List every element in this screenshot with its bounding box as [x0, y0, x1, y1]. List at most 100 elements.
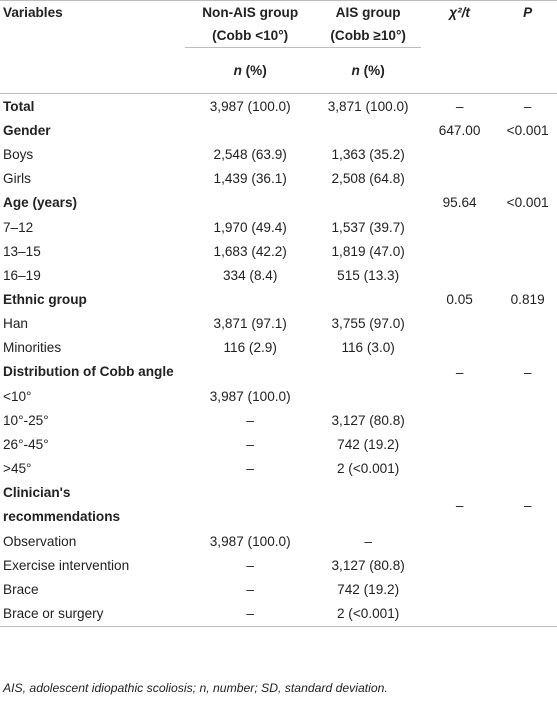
- row-label: Ethnic group: [3, 292, 87, 308]
- non-ais-value: 3,987 (100.0): [209, 98, 291, 114]
- statistic-value: [421, 215, 498, 239]
- non-ais-value: [185, 118, 315, 142]
- table-row: 13–15 1,683 (42.2) 1,819 (47.0): [0, 239, 557, 263]
- table-body: Total 3,987 (100.0) 3,871 (100.0) – – Gender 6…: [0, 94, 557, 627]
- ais-value: 116 (3.0): [341, 340, 395, 356]
- statistic-value: [421, 577, 498, 601]
- statistic-value: –: [455, 364, 464, 380]
- statistic-value: [421, 553, 498, 577]
- non-ais-value: 1,439 (36.1): [213, 171, 287, 187]
- statistic-value: [421, 336, 498, 360]
- ais-value: [315, 118, 421, 142]
- header-row-3: n (%) n (%): [0, 47, 557, 94]
- non-ais-value: –: [246, 461, 254, 477]
- row-label: Brace or surgery: [0, 601, 185, 627]
- table-row: 26°-45° – 742 (19.2): [0, 433, 557, 457]
- row-label: 7–12: [3, 219, 34, 235]
- p-value: –: [523, 497, 532, 513]
- p-value: –: [523, 364, 532, 380]
- statistic-value: [420, 601, 499, 627]
- row-label: Gender: [3, 122, 51, 138]
- ais-value: 1,819 (47.0): [331, 243, 405, 259]
- p-value: [498, 384, 557, 408]
- statistic-value: [421, 384, 498, 408]
- ais-value: [315, 384, 421, 408]
- ais-value: 2 (<0.001): [336, 461, 400, 477]
- p-value: [498, 408, 557, 432]
- row-label: 26°-45°: [3, 437, 49, 453]
- p-value: [498, 263, 557, 287]
- non-ais-value: 3,871 (97.1): [213, 316, 287, 332]
- statistic-value: –: [455, 98, 464, 114]
- ais-value: [315, 481, 421, 529]
- row-label: Distribution of Cobb angle: [3, 364, 174, 380]
- ais-header: AIS group: [315, 0, 421, 23]
- p-value: [498, 457, 557, 481]
- p-value: 0.819: [510, 292, 545, 308]
- statistic-value: 95.64: [442, 195, 477, 211]
- row-label: Girls: [3, 171, 31, 187]
- data-table: Variables Non-AIS group AIS group χ²/t P…: [0, 0, 557, 627]
- table-row: Gender 647.00 <0.001: [0, 118, 557, 142]
- non-ais-value: 3,987 (100.0): [209, 533, 291, 549]
- row-label: 10°-25°: [3, 413, 49, 429]
- ais-value: 742 (19.2): [337, 581, 400, 597]
- row-label: Exercise intervention: [3, 557, 130, 573]
- statistic-value: 647.00: [438, 122, 481, 138]
- table-row: Age (years) 95.64 <0.001: [0, 191, 557, 215]
- p-value: <0.001: [506, 122, 549, 138]
- ais-value: 1,537 (39.7): [331, 219, 405, 235]
- non-ais-header: Non-AIS group: [185, 0, 316, 23]
- table-row: Total 3,987 (100.0) 3,871 (100.0) – –: [0, 94, 557, 119]
- table-row: Boys 2,548 (63.9) 1,363 (35.2): [0, 142, 557, 166]
- table-row: 7–12 1,970 (49.4) 1,537 (39.7): [0, 215, 557, 239]
- ais-value: 2,508 (64.8): [331, 171, 405, 187]
- non-ais-value: [185, 288, 315, 312]
- p-value: [498, 433, 557, 457]
- ais-cobb-header: (Cobb ≥10°): [315, 23, 421, 48]
- non-ais-value: [185, 191, 315, 215]
- non-ais-value: –: [246, 557, 254, 573]
- table-row: 10°-25° – 3,127 (80.8): [0, 408, 557, 432]
- row-label: 16–19: [3, 267, 41, 283]
- row-label: Minorities: [3, 340, 62, 356]
- non-ais-n-header: n (%): [185, 47, 316, 94]
- ais-value: 2 (<0.001): [315, 601, 421, 627]
- statistic-value: [421, 312, 498, 336]
- p-value: –: [523, 98, 532, 114]
- chi-t-header: χ²/t: [420, 0, 499, 23]
- ais-value: 3,871 (100.0): [327, 98, 409, 114]
- ais-n-header: n (%): [315, 47, 421, 94]
- non-ais-value: 1,970 (49.4): [213, 219, 287, 235]
- non-ais-value: [185, 360, 315, 384]
- p-value: [498, 553, 557, 577]
- ais-value: 742 (19.2): [337, 437, 400, 453]
- p-value: [498, 336, 557, 360]
- ais-value: [315, 288, 421, 312]
- ais-value: 1,363 (35.2): [331, 146, 405, 162]
- p-value: [498, 239, 557, 263]
- table-row: >45° – 2 (<0.001): [0, 457, 557, 481]
- row-label: <10°: [3, 388, 32, 404]
- row-label: Observation: [3, 533, 77, 549]
- table-row: Han 3,871 (97.1) 3,755 (97.0): [0, 312, 557, 336]
- non-ais-value: 116 (2.9): [223, 340, 277, 356]
- statistic-value: –: [455, 497, 464, 513]
- ais-value: [315, 191, 421, 215]
- statistic-value: [421, 457, 498, 481]
- non-ais-value: –: [185, 601, 316, 627]
- p-value: [498, 142, 557, 166]
- table-row: <10° 3,987 (100.0): [0, 384, 557, 408]
- statistic-value: [421, 408, 498, 432]
- non-ais-value: 3,987 (100.0): [209, 388, 291, 404]
- ais-value: 515 (13.3): [337, 267, 400, 283]
- table-row: Clinician's recommendations – –: [0, 481, 557, 529]
- non-ais-value: [185, 481, 315, 529]
- statistic-value: 0.05: [446, 292, 473, 308]
- statistic-value: [421, 529, 498, 553]
- non-ais-cobb-header: (Cobb <10°): [185, 23, 316, 48]
- row-label: Han: [3, 316, 28, 332]
- row-label: Boys: [3, 146, 34, 162]
- ais-value: 3,127 (80.8): [331, 557, 405, 573]
- footnote: AIS, adolescent idiopathic scoliosis; n,…: [3, 681, 388, 695]
